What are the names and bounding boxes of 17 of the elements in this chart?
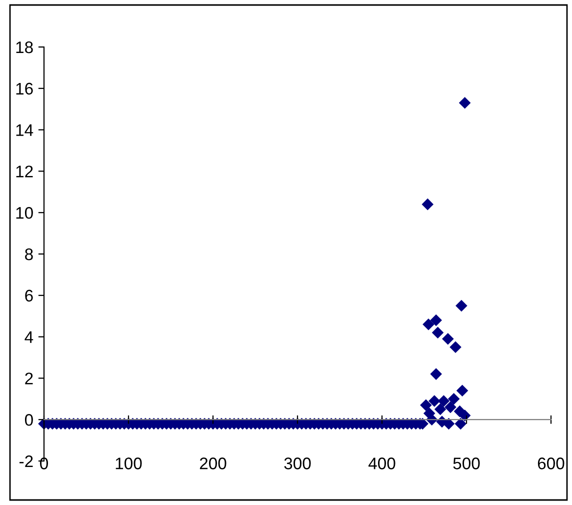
x-tick-label: 400 bbox=[368, 458, 396, 470]
y-tick-label: -2 bbox=[20, 455, 33, 468]
x-tick-label: 600 bbox=[538, 458, 564, 470]
y-tick-label: 12 bbox=[16, 166, 33, 178]
y-tick-label: 16 bbox=[16, 82, 33, 95]
x-tick-label: 300 bbox=[284, 458, 311, 470]
y-tick-label: 0 bbox=[24, 414, 33, 426]
x-tick-label: 200 bbox=[200, 458, 226, 470]
x-tick-label: 500 bbox=[453, 458, 480, 470]
y-tick-label: 14 bbox=[16, 124, 34, 136]
y-tick-label: 8 bbox=[25, 248, 33, 260]
y-tick-label: 4 bbox=[24, 331, 34, 343]
y-tick-label: 18 bbox=[16, 41, 33, 54]
x-tick-label: 100 bbox=[116, 458, 142, 470]
y-tick-label: 2 bbox=[25, 372, 33, 384]
y-tick-label: 6 bbox=[25, 290, 33, 302]
y-tick-label: 10 bbox=[16, 207, 33, 219]
